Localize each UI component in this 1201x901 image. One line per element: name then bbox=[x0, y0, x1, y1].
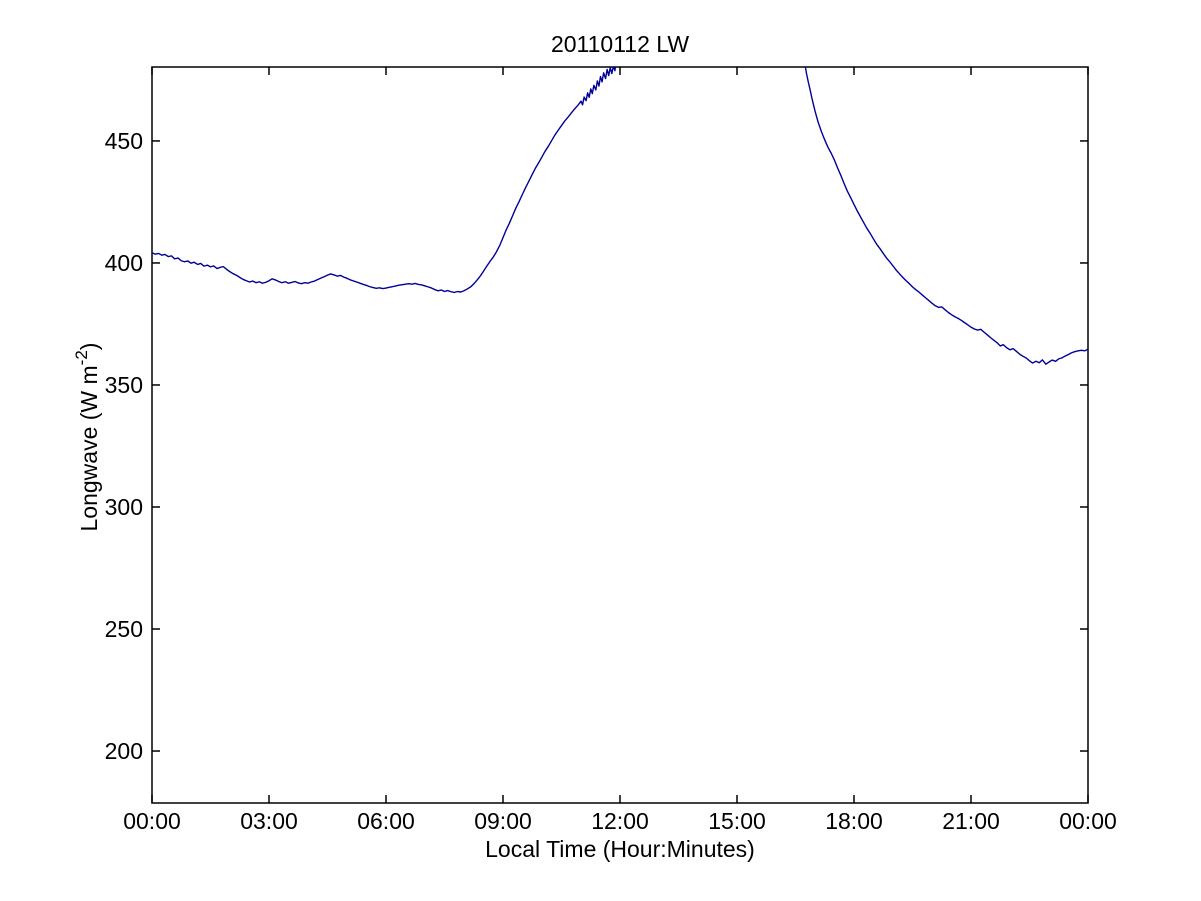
x-tick-label: 18:00 bbox=[825, 808, 883, 834]
y-tick-label: 300 bbox=[105, 494, 143, 520]
y-axis-label: Longwave (W m-2) bbox=[72, 343, 102, 532]
data-layer bbox=[152, 67, 1088, 365]
y-tick-label: 400 bbox=[105, 250, 143, 276]
x-tick-label: 15:00 bbox=[708, 808, 766, 834]
y-tick-label: 250 bbox=[105, 616, 143, 642]
x-tick-label: 12:00 bbox=[591, 808, 649, 834]
chart-title: 20110112 LW bbox=[551, 31, 689, 57]
x-axis-label: Local Time (Hour:Minutes) bbox=[485, 836, 755, 862]
x-tick-label: 21:00 bbox=[942, 808, 1000, 834]
y-axis-label-superscript: -2 bbox=[72, 350, 91, 365]
x-tick-label: 09:00 bbox=[474, 808, 532, 834]
x-tick-label: 00:00 bbox=[123, 808, 181, 834]
y-tick-label: 200 bbox=[105, 738, 143, 764]
data-line-longwave bbox=[804, 67, 1088, 365]
x-tick-label: 06:00 bbox=[357, 808, 415, 834]
y-axis-label-main: Longwave (W m bbox=[76, 365, 102, 531]
y-tick-label: 350 bbox=[105, 372, 143, 398]
x-tick-label: 00:00 bbox=[1059, 808, 1117, 834]
x-tick-label: 03:00 bbox=[240, 808, 298, 834]
y-axis-label-close: ) bbox=[76, 343, 102, 351]
axes-layer: 00:00 03:00 06:00 09:00 12:00 15:00 18:00 21:00… bbox=[105, 66, 1117, 834]
plot-box bbox=[151, 66, 1089, 804]
data-line-longwave bbox=[152, 67, 617, 294]
y-tick-label: 450 bbox=[105, 128, 143, 154]
